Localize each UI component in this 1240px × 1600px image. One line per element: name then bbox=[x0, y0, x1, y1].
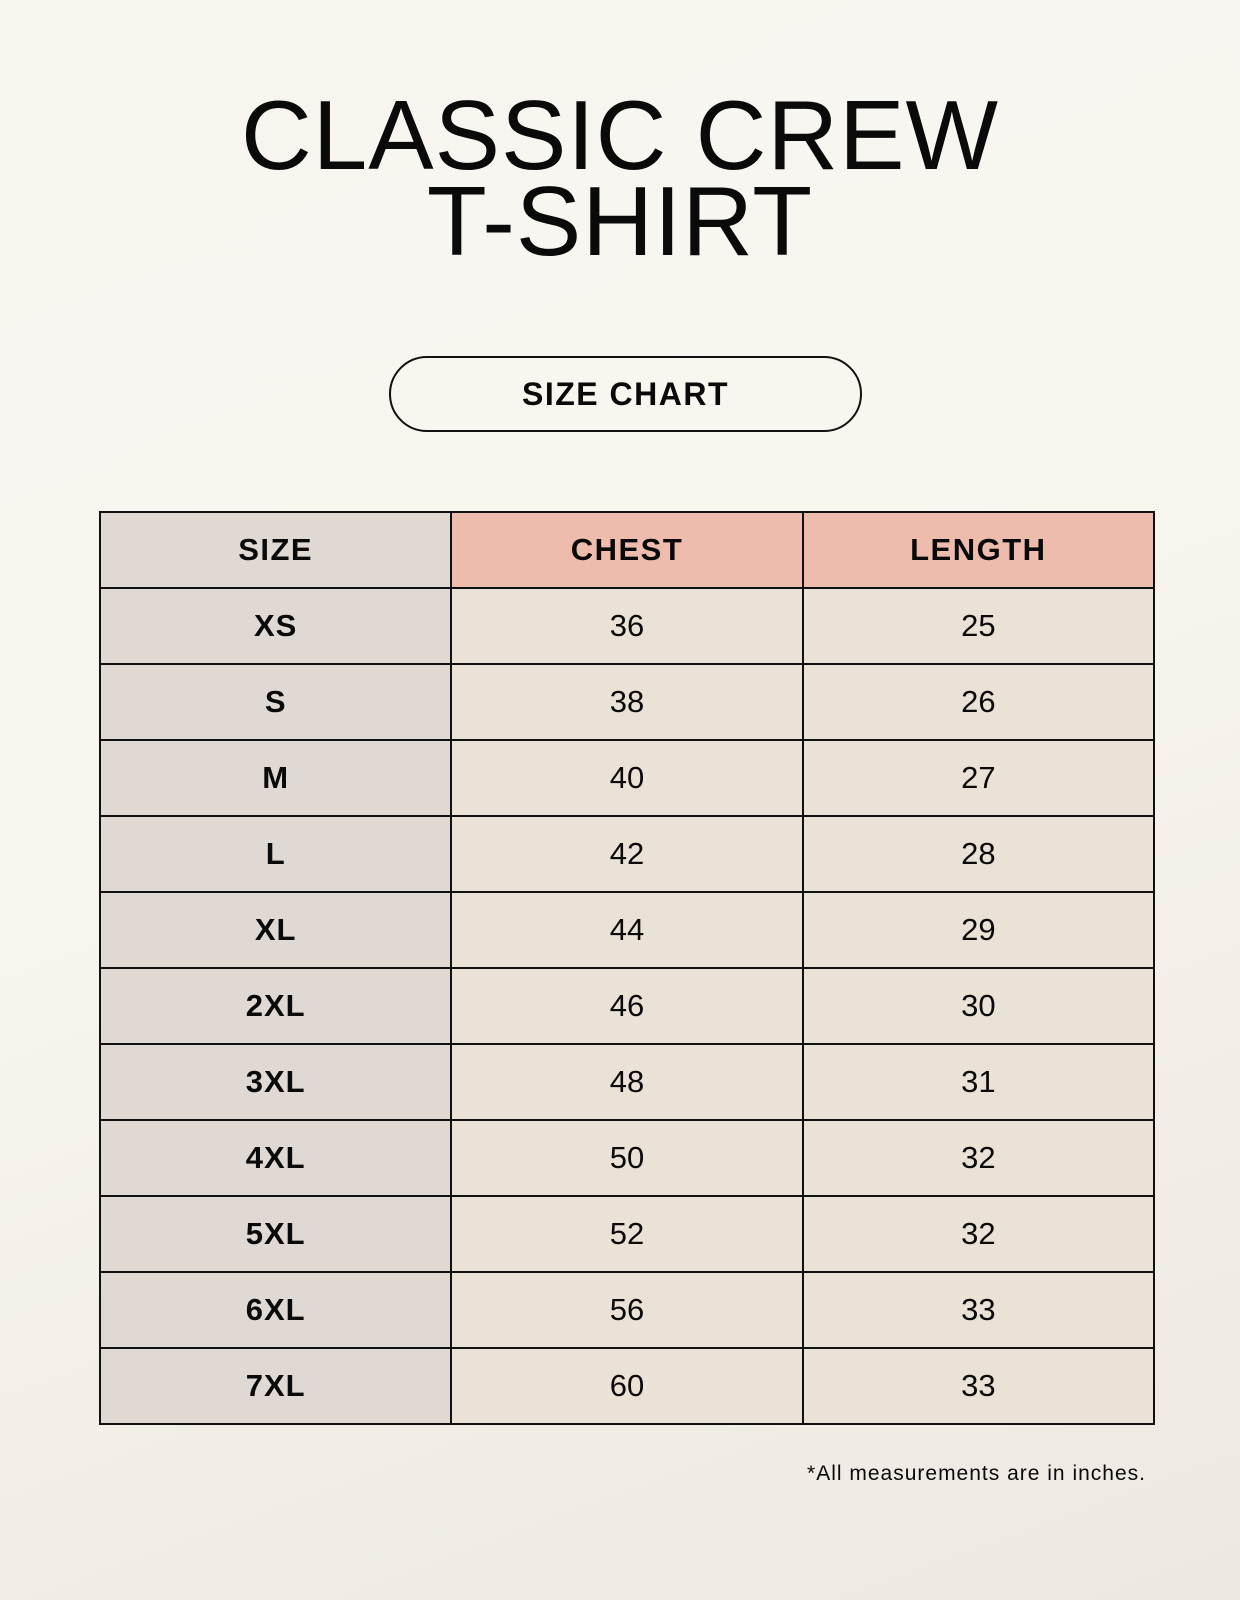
length-cell: 27 bbox=[801, 739, 1156, 817]
length-cell: 28 bbox=[801, 815, 1156, 893]
table-row: 2XL 46 30 bbox=[98, 967, 1156, 1045]
size-cell: 5XL bbox=[98, 1195, 453, 1273]
table-header-row: SIZE CHEST LENGTH bbox=[98, 511, 1156, 589]
chest-cell: 60 bbox=[450, 1347, 804, 1425]
length-cell: 32 bbox=[801, 1195, 1156, 1273]
chest-cell: 50 bbox=[450, 1119, 804, 1197]
chest-cell: 46 bbox=[450, 967, 804, 1045]
length-cell: 31 bbox=[801, 1043, 1156, 1121]
table-row: 6XL 56 33 bbox=[98, 1271, 1156, 1349]
table-row: XS 36 25 bbox=[98, 587, 1156, 665]
table-row: M 40 27 bbox=[98, 739, 1156, 817]
footnote: *All measurements are in inches. bbox=[807, 1462, 1146, 1485]
length-cell: 32 bbox=[801, 1119, 1156, 1197]
table-row: S 38 26 bbox=[98, 663, 1156, 741]
length-cell: 25 bbox=[801, 587, 1156, 665]
header-length: LENGTH bbox=[801, 511, 1156, 589]
chest-cell: 42 bbox=[450, 815, 804, 893]
length-cell: 33 bbox=[801, 1271, 1156, 1349]
header-size: SIZE bbox=[98, 511, 453, 589]
size-cell: 4XL bbox=[98, 1119, 453, 1197]
size-chart-badge: SIZE CHART bbox=[389, 356, 862, 432]
table-row: XL 44 29 bbox=[98, 891, 1156, 969]
size-cell: M bbox=[98, 739, 453, 817]
chest-cell: 56 bbox=[450, 1271, 804, 1349]
size-cell: 6XL bbox=[98, 1271, 453, 1349]
table-row: 3XL 48 31 bbox=[98, 1043, 1156, 1121]
length-cell: 26 bbox=[801, 663, 1156, 741]
chest-cell: 52 bbox=[450, 1195, 804, 1273]
length-cell: 29 bbox=[801, 891, 1156, 969]
table-row: 5XL 52 32 bbox=[98, 1195, 1156, 1273]
table-row: 4XL 50 32 bbox=[98, 1119, 1156, 1197]
chest-cell: 44 bbox=[450, 891, 804, 969]
size-cell: 2XL bbox=[98, 967, 453, 1045]
page-title: CLASSIC CREW T-SHIRT bbox=[0, 80, 1240, 276]
size-cell: L bbox=[98, 815, 453, 893]
chest-cell: 48 bbox=[450, 1043, 804, 1121]
size-cell: 3XL bbox=[98, 1043, 453, 1121]
chest-cell: 40 bbox=[450, 739, 804, 817]
table-row: 7XL 60 33 bbox=[98, 1347, 1156, 1425]
chest-cell: 36 bbox=[450, 587, 804, 665]
size-table: SIZE CHEST LENGTH XS 36 25 S 38 26 M 40 27 L 42 28 X… bbox=[98, 511, 1156, 1425]
table-row: L 42 28 bbox=[98, 815, 1156, 893]
size-cell: 7XL bbox=[98, 1347, 453, 1425]
size-cell: S bbox=[98, 663, 453, 741]
length-cell: 33 bbox=[801, 1347, 1156, 1425]
header-chest: CHEST bbox=[450, 511, 804, 589]
size-cell: XL bbox=[98, 891, 453, 969]
length-cell: 30 bbox=[801, 967, 1156, 1045]
title-line-1: CLASSIC CREW bbox=[240, 80, 999, 190]
title-line-2: T-SHIRT bbox=[426, 166, 814, 276]
size-cell: XS bbox=[98, 587, 453, 665]
chest-cell: 38 bbox=[450, 663, 804, 741]
